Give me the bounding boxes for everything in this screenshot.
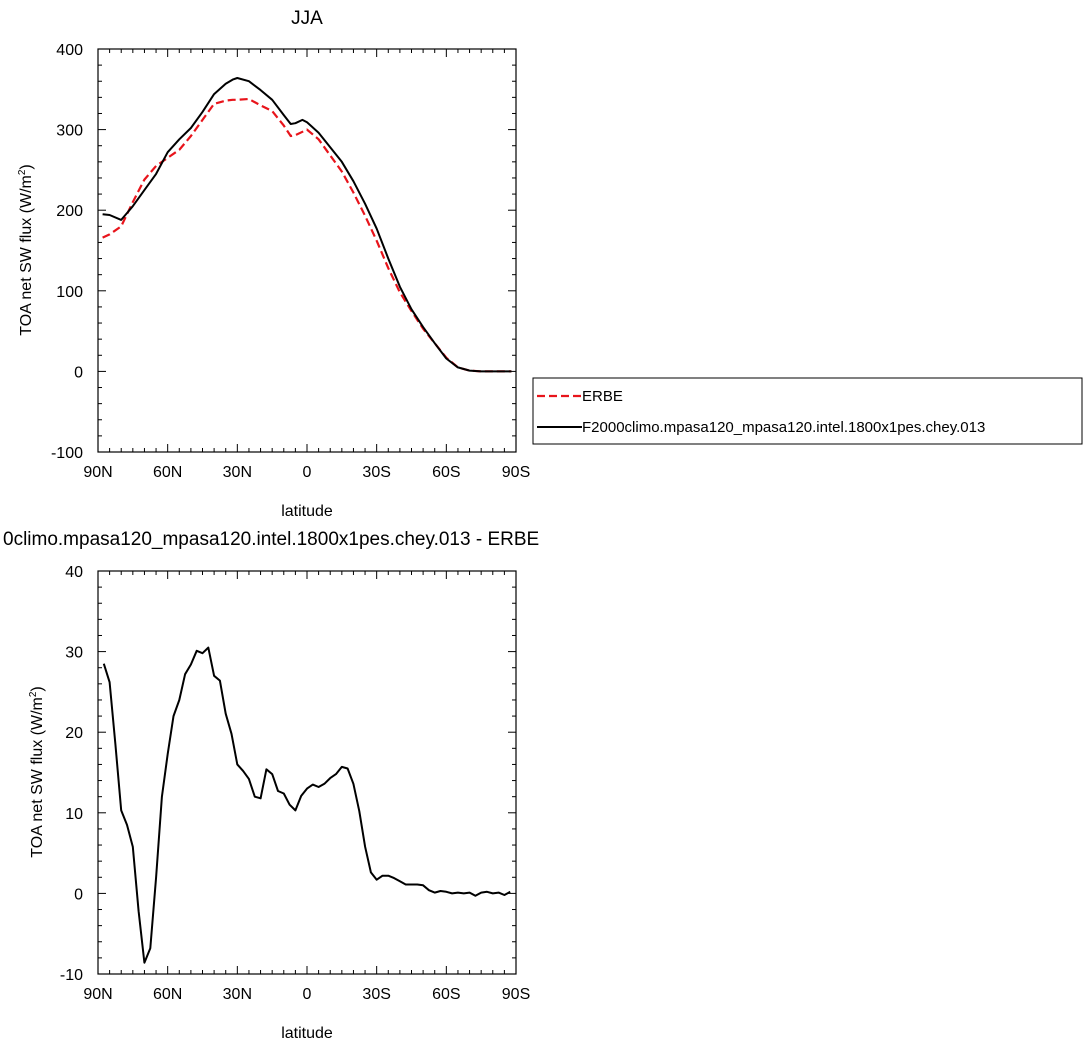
bottom-plot-frame	[97, 570, 517, 975]
x-tick-label: 30N	[223, 464, 252, 481]
bottom-y-axis-label: TOA net SW flux (W/m2)	[28, 686, 46, 858]
y-tick-label: 400	[56, 42, 83, 59]
legend-label-model: F2000climo.mpasa120_mpasa120.intel.1800x…	[582, 419, 985, 436]
x-tick-label: 90S	[502, 986, 530, 1003]
top-y-axis-label: TOA net SW flux (W/m2)	[17, 164, 35, 336]
x-tick-label: 0	[303, 464, 312, 481]
y-tick-label: 10	[65, 806, 83, 823]
top-panel: JJA 90N 60N 30N 0 30S 60S 90S -100 0 100 200 300 400…	[17, 8, 530, 520]
erbe-series-line	[102, 97, 512, 373]
x-tick-label: 30N	[223, 986, 252, 1003]
top-chart-title: JJA	[291, 8, 323, 29]
y-tick-label: 100	[56, 284, 83, 301]
y-tick-label: 300	[56, 123, 83, 140]
x-tick-label: 90S	[502, 464, 530, 481]
y-tick-label: 20	[65, 725, 83, 742]
bottom-x-axis-label: latitude	[281, 1025, 333, 1042]
y-tick-label: 40	[65, 564, 83, 581]
legend-box	[532, 377, 1083, 445]
y-tick-label: 0	[74, 886, 83, 903]
x-tick-label: 60S	[432, 986, 460, 1003]
bottom-panel: 0climo.mpasa120_mpasa120.intel.1800x1pes…	[3, 529, 539, 1042]
model-series-line	[102, 77, 512, 373]
legend-label-erbe: ERBE	[582, 388, 623, 405]
y-tick-label: 0	[74, 364, 83, 381]
top-plot-frame	[97, 48, 517, 453]
y-tick-label: -10	[60, 967, 83, 984]
x-tick-label: 90N	[83, 464, 112, 481]
y-tick-label: 200	[56, 203, 83, 220]
x-tick-label: 0	[303, 986, 312, 1003]
x-tick-label: 60N	[153, 986, 182, 1003]
legend: ERBE F2000climo.mpasa120_mpasa120.intel.…	[532, 377, 1083, 445]
bottom-chart-title: 0climo.mpasa120_mpasa120.intel.1800x1pes…	[3, 529, 539, 550]
y-tick-label: 30	[65, 645, 83, 662]
x-tick-label: 90N	[83, 986, 112, 1003]
difference-series-line	[102, 646, 511, 964]
x-tick-label: 60S	[432, 464, 460, 481]
x-tick-label: 60N	[153, 464, 182, 481]
y-tick-label: -100	[51, 445, 83, 462]
top-x-axis-label: latitude	[281, 503, 333, 520]
x-tick-label: 30S	[362, 986, 390, 1003]
x-tick-label: 30S	[362, 464, 390, 481]
